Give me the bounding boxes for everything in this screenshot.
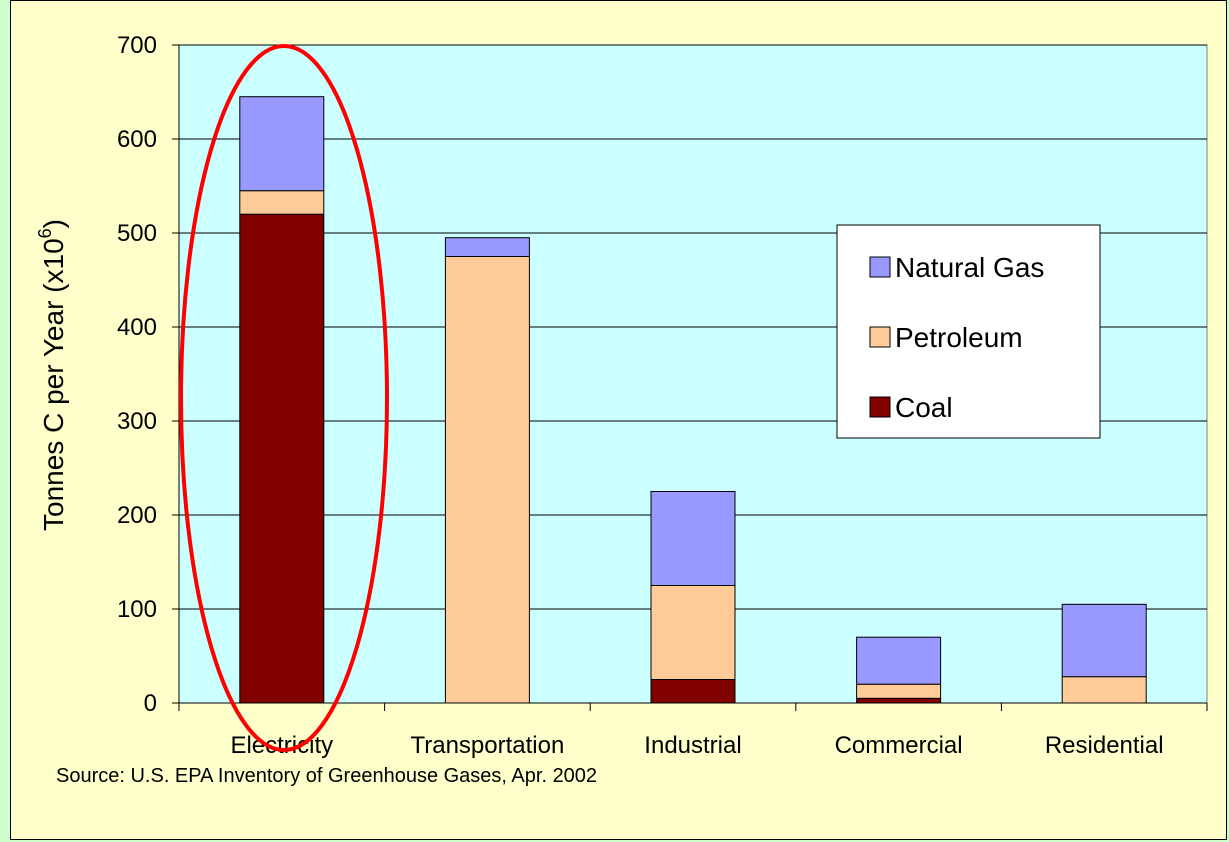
bar-segment-petroleum-transportation <box>444 256 530 704</box>
highlight-ellipse <box>179 44 389 752</box>
legend-label: Petroleum <box>895 322 1023 353</box>
x-tick-label: Industrial <box>644 732 741 759</box>
legend-swatch <box>869 396 891 418</box>
y-tick-label: 300 <box>117 408 157 435</box>
legend-swatch <box>869 256 891 278</box>
legend: Natural Gas Petroleum Coal <box>836 224 1101 439</box>
y-tick-label: 400 <box>117 314 157 341</box>
bar-segment-coal-commercial <box>856 697 942 704</box>
bar-segment-natural-gas-transportation <box>444 237 530 257</box>
bar-segment-natural-gas-commercial <box>856 636 942 685</box>
bars <box>239 96 1147 704</box>
bar-segment-natural-gas-residential <box>1061 603 1147 678</box>
y-axis-title: Tonnes C per Year (x106) <box>35 219 69 531</box>
bar-segment-petroleum-industrial <box>650 585 736 680</box>
x-tick-label: Transportation <box>410 732 564 759</box>
y-tick-label: 200 <box>117 502 157 529</box>
bar-segment-natural-gas-industrial <box>650 491 736 586</box>
y-axis-title-suffix: ) <box>38 219 69 228</box>
x-tick-label: Commercial <box>835 732 963 759</box>
bar-segment-natural-gas-electricity <box>239 96 325 192</box>
axes <box>172 44 1208 711</box>
y-tick-label: 0 <box>144 690 157 717</box>
y-axis-title-superscript: 6 <box>35 228 55 238</box>
x-tick-label: Electricity <box>230 732 333 759</box>
y-tick-label: 500 <box>117 220 157 247</box>
y-tick-label: 700 <box>117 32 157 59</box>
legend-swatch <box>869 326 891 348</box>
y-tick-label: 600 <box>117 126 157 153</box>
legend-label: Coal <box>895 392 953 423</box>
x-tick-label: Residential <box>1045 732 1164 759</box>
bar-segment-coal-industrial <box>650 679 736 704</box>
bar-segment-petroleum-electricity <box>239 190 325 215</box>
bar-segment-coal-electricity <box>239 213 325 704</box>
bar-segment-petroleum-commercial <box>856 683 942 699</box>
y-tick-label: 100 <box>117 596 157 623</box>
x-tick-labels: Electricity Transportation Industrial Comme… <box>230 732 1163 759</box>
source-note: Source: U.S. EPA Inventory of Greenhouse… <box>56 765 597 787</box>
y-tick-labels: 0 100 200 300 400 500 600 700 <box>117 32 157 717</box>
bar-segment-petroleum-residential <box>1061 676 1147 704</box>
legend-label: Natural Gas <box>895 252 1044 283</box>
